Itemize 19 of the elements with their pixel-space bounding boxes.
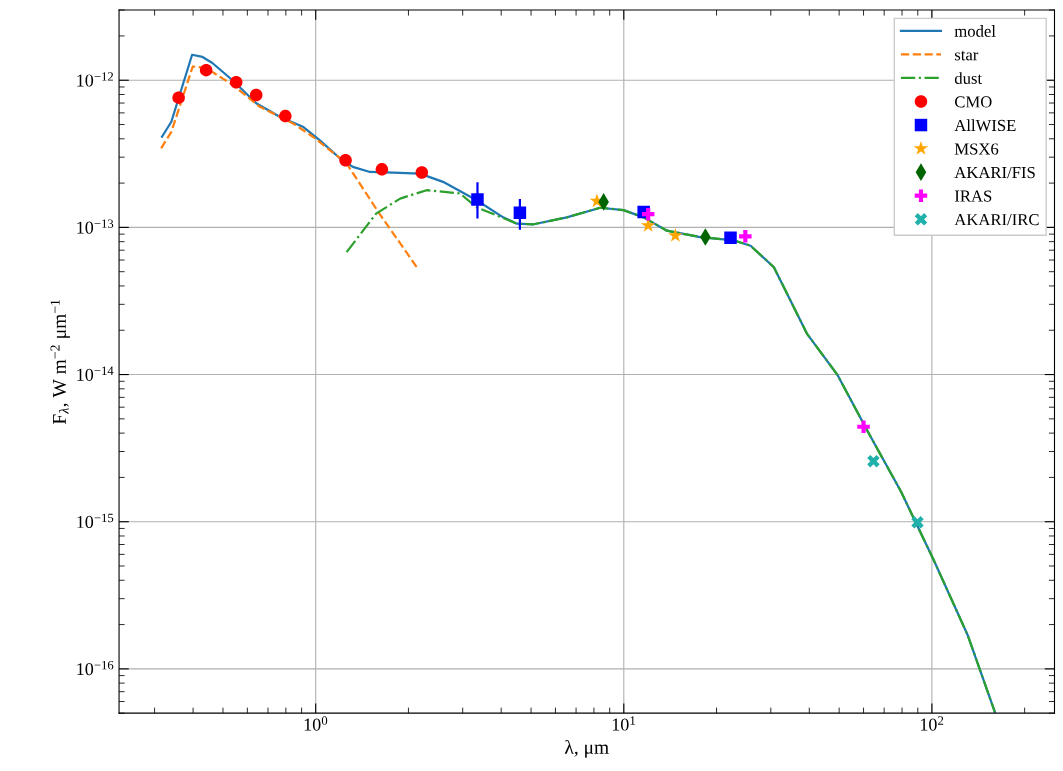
legend-label: dust bbox=[954, 72, 982, 84]
y-tick-label: 10$^{−16}$ bbox=[77, 660, 114, 676]
legend-label: star bbox=[954, 50, 979, 61]
x-tick-label: 10$^{1}$ bbox=[612, 716, 636, 731]
y-axis-title: F$_{λ}$, W m$^{−2}$ μm$^{−1}$ bbox=[50, 299, 70, 425]
x-tick-label: 10$^{0}$ bbox=[304, 716, 328, 731]
y-tick-label: 10$^{−14}$ bbox=[77, 366, 114, 381]
legend-label: AKARI/IRC bbox=[954, 214, 1039, 226]
legend-label: model bbox=[954, 25, 996, 37]
legend-label: AKARI/FIS bbox=[954, 166, 1035, 179]
legend-label: AllWISE bbox=[954, 119, 1016, 132]
x-axis-title: λ, μm bbox=[564, 739, 609, 758]
legend-label: IRAS bbox=[954, 190, 992, 202]
legend-label: MSX6 bbox=[954, 143, 999, 155]
y-tick-label: 10$^{−12}$ bbox=[77, 72, 114, 87]
x-tick-label: 10$^{2}$ bbox=[920, 716, 944, 731]
legend-label: CMO bbox=[954, 96, 992, 108]
y-tick-label: 10$^{−13}$ bbox=[77, 219, 114, 234]
y-tick-label: 10$^{−15}$ bbox=[77, 513, 114, 529]
